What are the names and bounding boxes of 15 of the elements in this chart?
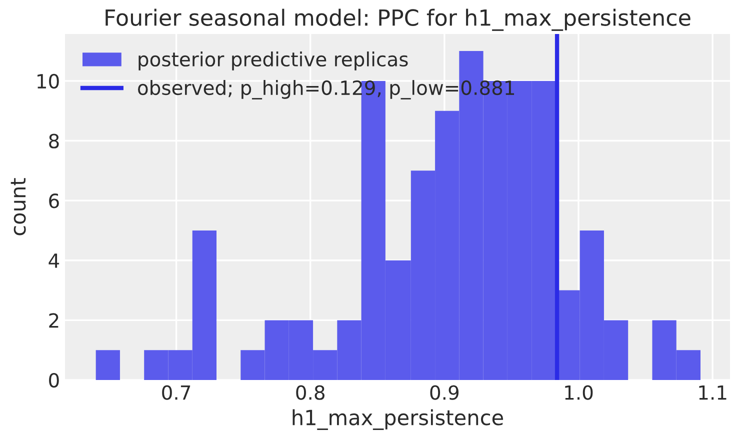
legend-label: posterior predictive replicas [138, 52, 408, 70]
y-tick-label: 8 [49, 134, 59, 148]
chart-title: Fourier seasonal model: PPC for h1_max_persistence [106, 8, 690, 31]
y-tick-label: 6 [49, 194, 59, 208]
x-tick-label: 0.8 [296, 385, 324, 400]
y-axis-title: count [10, 178, 26, 236]
x-tick-label: 1.0 [565, 385, 593, 400]
x-tick-label: 0.9 [430, 385, 459, 400]
y-tick-label: 10 [38, 74, 59, 89]
x-tick-label: 0.7 [162, 385, 190, 400]
x-tick-label: 1.1 [699, 385, 726, 400]
x-axis-title: h1_max_persistence [292, 409, 504, 430]
y-tick-label: 0 [49, 372, 59, 388]
y-tick-label: 2 [49, 313, 58, 328]
y-tick-label: 4 [48, 254, 60, 268]
